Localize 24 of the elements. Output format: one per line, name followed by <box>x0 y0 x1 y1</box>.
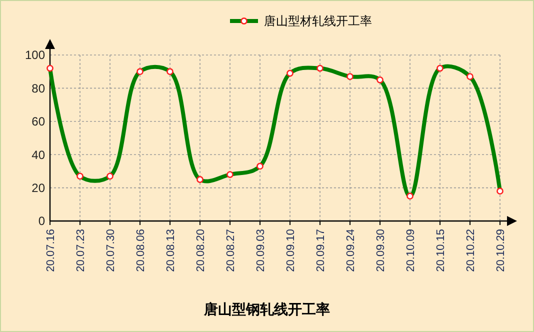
x-tick-label: 20.10.09 <box>405 229 417 272</box>
x-tick-label: 20.07.23 <box>75 229 87 272</box>
y-tick-label: 60 <box>32 114 46 129</box>
y-tick-label: 100 <box>24 48 46 62</box>
x-tick-label: 20.10.22 <box>465 229 477 272</box>
x-tick-label: 20.10.29 <box>495 229 507 272</box>
y-tick-label: 80 <box>32 81 46 96</box>
x-tick-label: 20.09.10 <box>285 229 297 272</box>
x-tick-label: 20.08.06 <box>135 229 147 272</box>
x-tick-label: 20.07.30 <box>105 229 117 272</box>
x-tick-label: 20.08.27 <box>225 229 237 272</box>
y-tick-label: 20 <box>32 181 46 195</box>
y-tick-label: 40 <box>32 148 46 162</box>
legend-label: 唐山型材轧线开工率 <box>264 14 372 28</box>
x-tick-label: 20.10.15 <box>435 229 447 272</box>
text: 唐山型钢轧线开工率 <box>203 301 330 317</box>
y-tick-label: 0 <box>38 214 46 228</box>
x-tick-label: 20.09.17 <box>315 229 327 272</box>
x-tick-label: 20.09.24 <box>345 229 357 272</box>
x-tick-label: 20.08.20 <box>195 229 207 272</box>
x-tick-label: 20.09.03 <box>255 229 267 272</box>
x-tick-label: 20.08.13 <box>165 229 177 272</box>
x-tick-label: 20.09.30 <box>375 229 387 272</box>
x-tick-label: 20.07.16 <box>45 229 57 272</box>
